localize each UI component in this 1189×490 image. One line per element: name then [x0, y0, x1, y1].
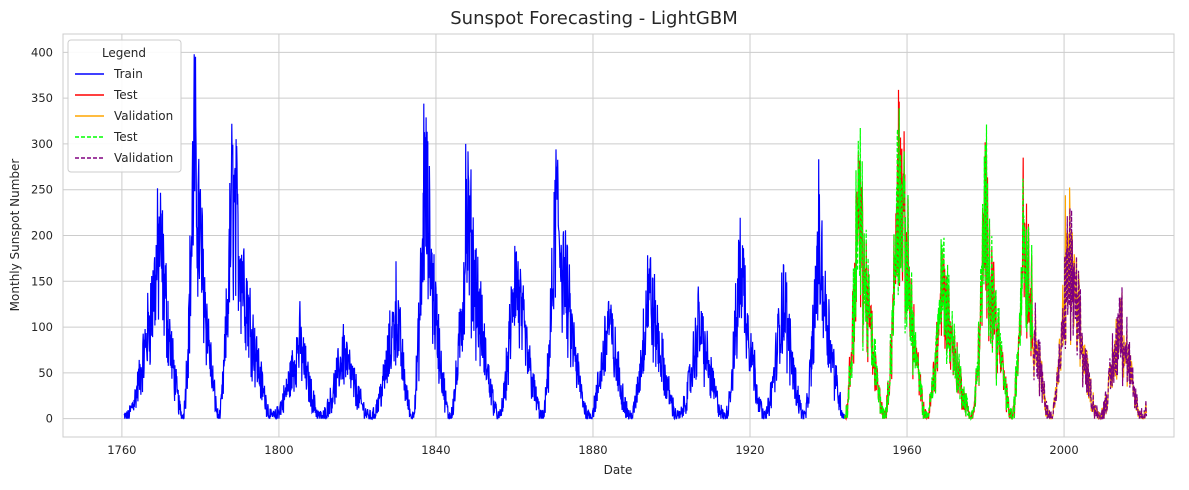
x-tick-label: 1840	[421, 443, 450, 457]
y-tick-label: 100	[31, 320, 53, 334]
x-tick-labels: 1760 1800 1840 1880 1920 1960 2000	[107, 443, 1078, 457]
y-axis-label: Monthly Sunspot Number	[8, 159, 22, 312]
x-tick-label: 1800	[264, 443, 293, 457]
legend-label: Train	[113, 67, 143, 81]
x-tick-label: 2000	[1049, 443, 1078, 457]
x-tick-label: 1880	[578, 443, 607, 457]
legend-label: Validation	[114, 109, 173, 123]
legend-title: Legend	[102, 46, 146, 60]
legend: Legend Train Test Validation Test Validation	[67, 39, 182, 173]
legend-label: Validation	[114, 151, 173, 165]
y-tick-label: 150	[31, 274, 53, 288]
series-line-train	[123, 54, 845, 421]
chart-title: Sunspot Forecasting - LightGBM	[450, 8, 738, 29]
x-tick-label: 1760	[107, 443, 136, 457]
y-tick-label: 50	[38, 366, 53, 380]
plot-frame	[62, 33, 1175, 438]
y-tick-label: 400	[31, 45, 53, 59]
legend-label: Test	[113, 88, 138, 102]
y-tick-label: 250	[31, 183, 53, 197]
legend-box	[67, 39, 182, 173]
series-line-test-dashed	[844, 108, 1034, 421]
y-tick-label: 350	[31, 91, 53, 105]
y-tick-label: 0	[46, 412, 53, 426]
legend-label: Test	[113, 130, 138, 144]
x-axis-label: Date	[604, 463, 633, 477]
y-tick-labels: 0 50 100 150 200 250 300 350 400	[31, 45, 53, 425]
x-tick-label: 1960	[892, 443, 921, 457]
legend-items: Train Test Validation Test Validation	[75, 67, 173, 165]
y-tick-label: 200	[31, 229, 53, 243]
series-layer	[123, 54, 1148, 421]
y-tick-label: 300	[31, 137, 53, 151]
x-tick-label: 1920	[735, 443, 764, 457]
series-line-validation-dashed	[1032, 208, 1148, 421]
